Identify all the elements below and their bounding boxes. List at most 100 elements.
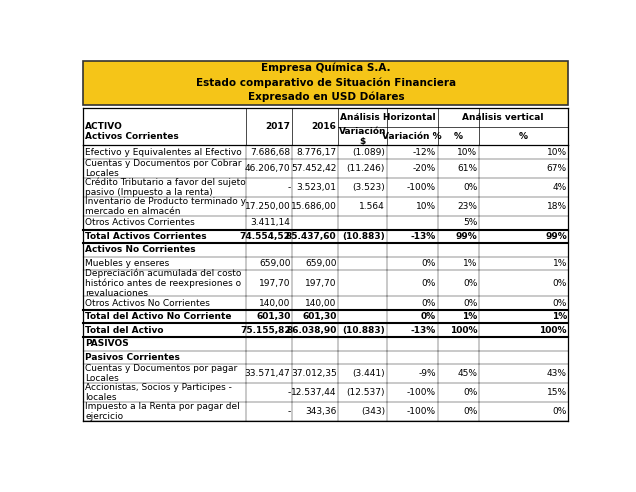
Text: Inventario de Producto terminado y
mercado en almacén: Inventario de Producto terminado y merca…: [85, 197, 246, 216]
Text: 74.554,52: 74.554,52: [240, 232, 291, 241]
Text: 99%: 99%: [545, 232, 567, 241]
Text: Otros Activos Corrientes: Otros Activos Corrientes: [85, 218, 195, 227]
Text: (11.246): (11.246): [347, 164, 385, 173]
Text: 0%: 0%: [553, 279, 567, 288]
Text: 23%: 23%: [457, 202, 477, 211]
Text: 15.686,00: 15.686,00: [291, 202, 336, 211]
Text: 5%: 5%: [463, 218, 477, 227]
Text: -13%: -13%: [411, 232, 436, 241]
Text: Total del Activo: Total del Activo: [85, 326, 164, 335]
Text: 4%: 4%: [553, 183, 567, 192]
Text: Depreciación acumulada del costo
histórico antes de reexpresiones o
revaluacione: Depreciación acumulada del costo históri…: [85, 268, 242, 299]
Text: Cuentas y Documentos por Cobrar
Locales: Cuentas y Documentos por Cobrar Locales: [85, 159, 242, 178]
Text: Variación %: Variación %: [382, 132, 442, 141]
Text: (343): (343): [361, 407, 385, 416]
Text: 0%: 0%: [421, 312, 436, 321]
Text: 8.776,17: 8.776,17: [296, 148, 336, 157]
Text: ACTIVO: ACTIVO: [85, 122, 123, 131]
Text: 37.012,35: 37.012,35: [291, 369, 336, 378]
Text: 100%: 100%: [450, 326, 477, 335]
Text: -12%: -12%: [413, 148, 436, 157]
Text: -100%: -100%: [407, 407, 436, 416]
Text: 1.564: 1.564: [359, 202, 385, 211]
Text: 0%: 0%: [553, 407, 567, 416]
Text: Impuesto a la Renta por pagar del
ejercicio: Impuesto a la Renta por pagar del ejerci…: [85, 402, 240, 421]
Text: 0%: 0%: [422, 299, 436, 308]
Text: -100%: -100%: [407, 388, 436, 398]
Text: Activos Corrientes: Activos Corrientes: [85, 132, 179, 141]
Text: Expresado en USD Dólares: Expresado en USD Dólares: [247, 92, 404, 102]
Text: 86.038,90: 86.038,90: [286, 326, 336, 335]
Text: Análisis vertical: Análisis vertical: [462, 113, 544, 122]
Text: 10%: 10%: [547, 148, 567, 157]
Text: 140,00: 140,00: [259, 299, 291, 308]
Text: 46.206,70: 46.206,70: [245, 164, 291, 173]
Text: 0%: 0%: [463, 299, 477, 308]
Text: 1%: 1%: [463, 259, 477, 268]
Text: 0%: 0%: [553, 299, 567, 308]
Text: 1%: 1%: [462, 312, 477, 321]
Text: 99%: 99%: [455, 232, 477, 241]
Text: 2017: 2017: [265, 122, 291, 131]
Text: 0%: 0%: [422, 259, 436, 268]
Text: -: -: [287, 407, 291, 416]
Text: Pasivos Corrientes: Pasivos Corrientes: [85, 353, 180, 362]
Text: PASIVOS: PASIVOS: [85, 339, 129, 348]
Text: (12.537): (12.537): [347, 388, 385, 398]
Text: Total Activos Corrientes: Total Activos Corrientes: [85, 232, 207, 241]
Text: Muebles y enseres: Muebles y enseres: [85, 259, 170, 268]
Text: 33.571,47: 33.571,47: [245, 369, 291, 378]
Text: (3.523): (3.523): [352, 183, 385, 192]
Text: (3.441): (3.441): [352, 369, 385, 378]
Text: 85.437,60: 85.437,60: [286, 232, 336, 241]
Text: 45%: 45%: [457, 369, 477, 378]
Text: Crédito Tributario a favor del sujeto
pasivo (Impuesto a la renta): Crédito Tributario a favor del sujeto pa…: [85, 178, 246, 197]
Text: 0%: 0%: [463, 407, 477, 416]
Text: 1%: 1%: [551, 312, 567, 321]
Text: 197,70: 197,70: [305, 279, 336, 288]
Text: Accionistas, Socios y Participes -
locales: Accionistas, Socios y Participes - local…: [85, 383, 232, 402]
Text: 197,70: 197,70: [259, 279, 291, 288]
Text: 10%: 10%: [457, 148, 477, 157]
Text: 659,00: 659,00: [305, 259, 336, 268]
Text: 7.686,68: 7.686,68: [251, 148, 291, 157]
Text: 75.155,82: 75.155,82: [240, 326, 291, 335]
Text: 3.411,14: 3.411,14: [251, 218, 291, 227]
Text: 17.250,00: 17.250,00: [245, 202, 291, 211]
Text: (10.883): (10.883): [342, 326, 385, 335]
Text: Análisis Horizontal: Análisis Horizontal: [340, 113, 436, 122]
Text: -: -: [287, 388, 291, 398]
Text: 12.537,44: 12.537,44: [291, 388, 336, 398]
Text: Total del Activo No Corriente: Total del Activo No Corriente: [85, 312, 232, 321]
Text: 1%: 1%: [553, 259, 567, 268]
Text: 67%: 67%: [547, 164, 567, 173]
Text: Activos No Corrientes: Activos No Corrientes: [85, 246, 196, 254]
Text: 43%: 43%: [547, 369, 567, 378]
Text: 10%: 10%: [416, 202, 436, 211]
Text: 601,30: 601,30: [302, 312, 336, 321]
Text: 601,30: 601,30: [256, 312, 291, 321]
FancyBboxPatch shape: [83, 61, 569, 104]
Text: Cuentas y Documentos por pagar
Locales: Cuentas y Documentos por pagar Locales: [85, 365, 238, 383]
Text: 18%: 18%: [547, 202, 567, 211]
Text: -100%: -100%: [407, 183, 436, 192]
Text: 100%: 100%: [539, 326, 567, 335]
Text: 61%: 61%: [457, 164, 477, 173]
Text: Empresa Química S.A.: Empresa Química S.A.: [261, 63, 391, 73]
Text: (10.883): (10.883): [342, 232, 385, 241]
Text: 659,00: 659,00: [259, 259, 291, 268]
Text: 57.452,42: 57.452,42: [291, 164, 336, 173]
Text: 343,36: 343,36: [305, 407, 336, 416]
Text: Efectivo y Equivalentes al Efectivo: Efectivo y Equivalentes al Efectivo: [85, 148, 242, 157]
Text: 3.523,01: 3.523,01: [296, 183, 336, 192]
Text: -9%: -9%: [418, 369, 436, 378]
Text: 0%: 0%: [463, 388, 477, 398]
Text: -13%: -13%: [411, 326, 436, 335]
Text: 0%: 0%: [463, 279, 477, 288]
Text: %: %: [453, 132, 462, 141]
Text: %: %: [519, 132, 528, 141]
Text: 0%: 0%: [463, 183, 477, 192]
Text: 0%: 0%: [422, 279, 436, 288]
Text: Otros Activos No Corrientes: Otros Activos No Corrientes: [85, 299, 211, 308]
Text: -20%: -20%: [413, 164, 436, 173]
